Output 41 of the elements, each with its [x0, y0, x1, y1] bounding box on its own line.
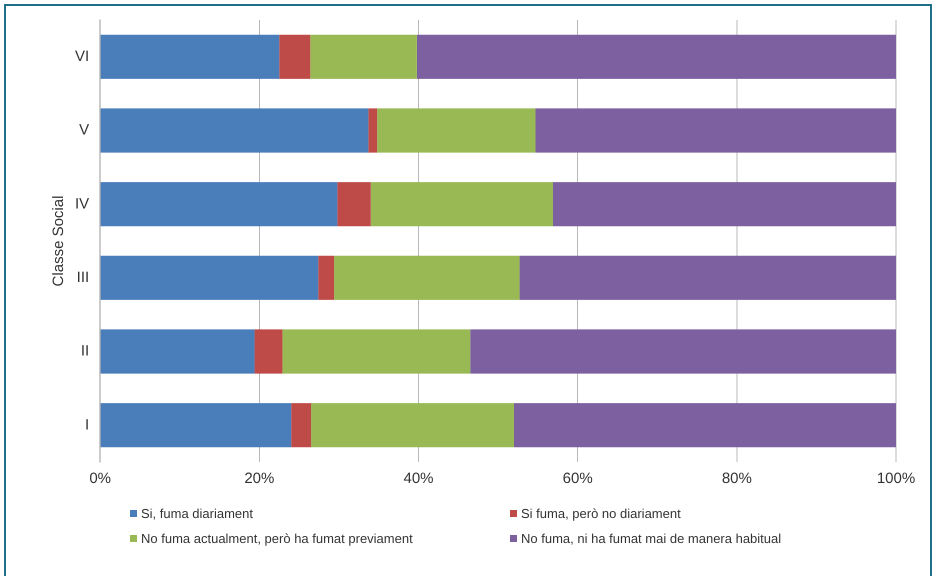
x-tick-label: 40%	[403, 470, 434, 488]
bar	[310, 34, 417, 79]
x-tick-label: 60%	[562, 470, 593, 488]
bar	[318, 256, 334, 300]
bar	[337, 182, 371, 226]
bar	[291, 403, 312, 448]
bar	[100, 108, 368, 153]
bar	[100, 256, 318, 300]
bar	[100, 329, 255, 374]
bar	[100, 34, 280, 79]
bar	[334, 256, 520, 300]
bar	[416, 34, 896, 79]
legend-label: Si fuma, però no diariament	[521, 506, 681, 521]
bar	[514, 403, 896, 448]
legend-label: Si, fuma diariament	[141, 506, 253, 521]
bar	[520, 256, 896, 300]
bar	[553, 182, 896, 226]
bar	[370, 182, 553, 226]
bar	[311, 403, 514, 448]
legend-label: No fuma, ni ha fumat mai de manera habitual	[521, 531, 782, 546]
y-tick-label: II	[80, 342, 90, 360]
y-axis-title: Classe Social	[50, 196, 68, 286]
y-tick-label: III	[76, 268, 90, 286]
legend-label: No fuma actualment, però ha fumat previament	[141, 531, 413, 546]
bar	[254, 329, 282, 374]
bar	[100, 182, 338, 226]
bar	[368, 108, 378, 153]
bar	[377, 108, 536, 153]
x-tick-label: 0%	[89, 470, 112, 488]
x-tick-label: 80%	[722, 470, 752, 488]
x-tick-label: 20%	[244, 470, 274, 488]
y-tick-label: V	[79, 122, 90, 139]
bar	[470, 329, 896, 374]
y-tick-label: I	[85, 416, 90, 434]
y-tick-label: IV	[74, 195, 90, 212]
bar	[279, 34, 310, 79]
bar	[535, 108, 896, 153]
x-tick-label: 100%	[876, 470, 916, 488]
y-tick-label: VI	[74, 48, 90, 65]
bar	[100, 403, 292, 448]
bar	[282, 329, 470, 374]
